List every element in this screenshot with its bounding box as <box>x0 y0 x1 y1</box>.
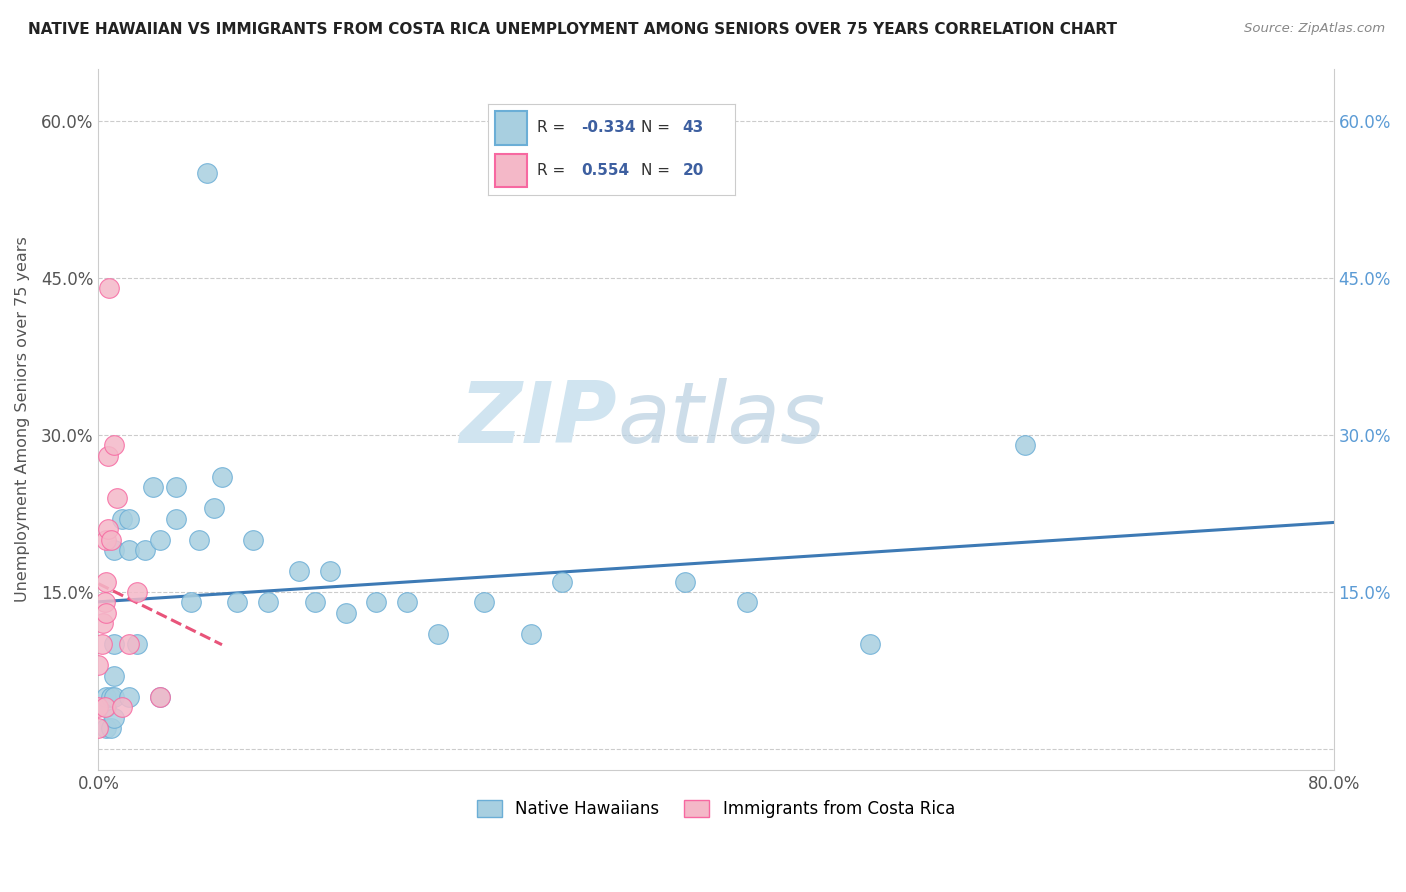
Text: NATIVE HAWAIIAN VS IMMIGRANTS FROM COSTA RICA UNEMPLOYMENT AMONG SENIORS OVER 75: NATIVE HAWAIIAN VS IMMIGRANTS FROM COSTA… <box>28 22 1118 37</box>
Point <box>118 512 141 526</box>
Point <box>90 637 112 651</box>
Point <box>257 595 280 609</box>
Point <box>288 564 311 578</box>
Point <box>96 574 118 589</box>
Point <box>427 627 450 641</box>
Point <box>165 480 187 494</box>
Point <box>474 595 496 609</box>
Point <box>118 543 141 558</box>
Point <box>103 543 125 558</box>
Point <box>93 595 115 609</box>
Point <box>96 606 118 620</box>
Point <box>103 711 125 725</box>
Point <box>96 721 118 735</box>
Point <box>673 574 696 589</box>
Point <box>96 533 118 547</box>
Point <box>100 721 122 735</box>
Point <box>1014 438 1036 452</box>
Point <box>97 449 120 463</box>
Point <box>96 700 118 714</box>
Point <box>91 616 114 631</box>
Point <box>859 637 882 651</box>
Legend: Native Hawaiians, Immigrants from Costa Rica: Native Hawaiians, Immigrants from Costa … <box>471 793 962 825</box>
Point <box>520 627 543 641</box>
Point <box>87 700 110 714</box>
Point <box>111 700 134 714</box>
Point <box>195 166 218 180</box>
Point <box>319 564 342 578</box>
Point <box>242 533 264 547</box>
Text: Source: ZipAtlas.com: Source: ZipAtlas.com <box>1244 22 1385 36</box>
Point <box>396 595 419 609</box>
Point <box>103 438 125 452</box>
Point <box>103 669 125 683</box>
Point <box>149 690 172 704</box>
Point <box>105 491 128 505</box>
Point <box>125 637 148 651</box>
Point <box>103 637 125 651</box>
Point <box>149 533 172 547</box>
Point <box>735 595 758 609</box>
Point <box>202 501 225 516</box>
Point <box>118 637 141 651</box>
Point <box>211 470 233 484</box>
Point <box>96 690 118 704</box>
Point <box>118 690 141 704</box>
Point <box>134 543 156 558</box>
Point <box>100 533 122 547</box>
Point <box>100 690 122 704</box>
Point <box>165 512 187 526</box>
Point <box>87 721 110 735</box>
Point <box>111 512 134 526</box>
Point <box>550 574 572 589</box>
Point <box>98 281 121 295</box>
Point <box>226 595 249 609</box>
Point <box>103 690 125 704</box>
Point <box>187 533 209 547</box>
Point <box>141 480 163 494</box>
Point <box>87 658 110 673</box>
Point <box>125 585 148 599</box>
Y-axis label: Unemployment Among Seniors over 75 years: Unemployment Among Seniors over 75 years <box>15 236 30 602</box>
Text: atlas: atlas <box>617 377 825 461</box>
Point <box>335 606 357 620</box>
Point <box>366 595 388 609</box>
Point <box>149 690 172 704</box>
Point <box>93 700 115 714</box>
Point <box>97 522 120 536</box>
Text: ZIP: ZIP <box>460 377 617 461</box>
Point <box>304 595 326 609</box>
Point <box>180 595 202 609</box>
